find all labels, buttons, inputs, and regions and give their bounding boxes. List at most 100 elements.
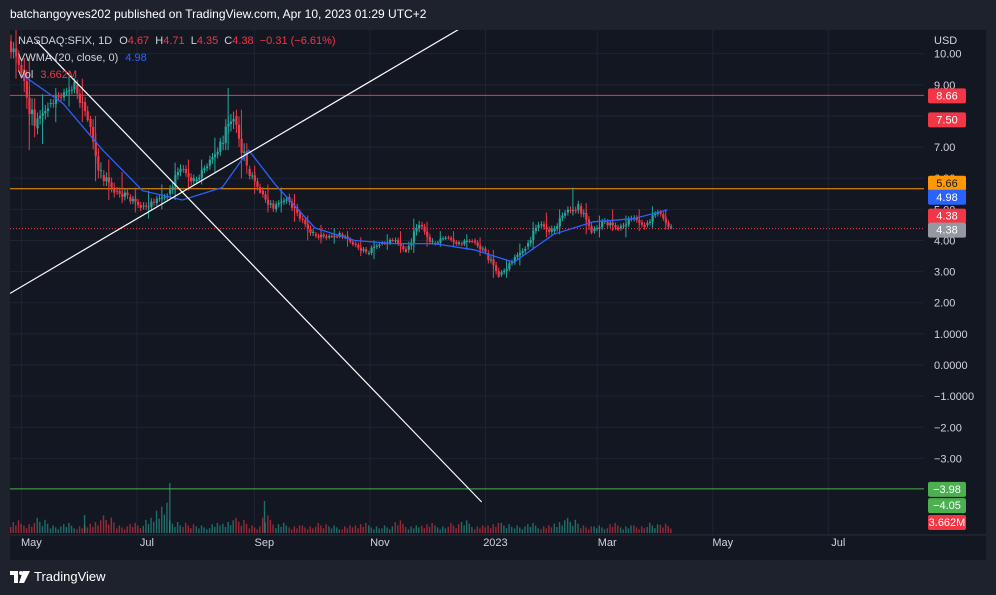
volume-bar — [362, 526, 364, 533]
y-tick-label: 7.00 — [934, 142, 955, 154]
candle-body — [627, 218, 630, 225]
volume-bar — [428, 526, 431, 533]
candle-body — [179, 168, 182, 172]
vwma-label: VWMA (20, close, 0) — [18, 52, 119, 64]
volume-bar — [214, 526, 216, 533]
candle-body — [190, 177, 193, 182]
volume-bar — [529, 526, 532, 533]
candle-body — [580, 206, 583, 214]
chart-area[interactable]: USD10.009.008.007.006.005.004.003.002.00… — [9, 22, 986, 560]
volume-bar — [418, 527, 420, 533]
candle-body — [534, 227, 538, 231]
volume-bar — [123, 529, 126, 533]
volume-bar — [580, 528, 582, 533]
volume-bar — [312, 528, 314, 533]
volume-bar — [113, 522, 115, 533]
volume-bar — [532, 522, 534, 533]
volume-bar — [198, 528, 200, 533]
candle-body — [548, 229, 551, 232]
volume-bar — [33, 522, 36, 533]
legend-volume: Vol 3.662M — [18, 69, 77, 81]
volume-bar — [365, 522, 367, 533]
candle-body — [335, 236, 339, 238]
candle-body — [163, 196, 166, 198]
candle-body — [275, 204, 278, 210]
volume-bar — [304, 527, 306, 533]
volume-bar — [328, 526, 330, 533]
x-tick-label: Jul — [140, 537, 154, 549]
volume-bar — [569, 521, 571, 533]
candle-body — [662, 214, 665, 219]
volume-bar — [508, 524, 510, 533]
candle-body — [298, 212, 301, 219]
volume-bar — [243, 519, 245, 533]
y-tick-label: −2.00 — [934, 422, 962, 434]
volume-bar — [633, 525, 635, 533]
volume-bar — [176, 522, 179, 533]
volume-bar — [553, 523, 556, 533]
volume-bar — [603, 529, 606, 533]
candle-body — [92, 126, 95, 142]
candle-body — [487, 252, 490, 261]
candle-body — [243, 151, 246, 153]
volume-bar — [664, 523, 667, 533]
volume-bar — [166, 502, 168, 533]
volume-bar — [261, 517, 264, 533]
volume-bar — [455, 528, 457, 533]
volume-bar — [534, 525, 537, 533]
volume-bar — [203, 527, 205, 533]
open-value: 4.67 — [127, 35, 150, 47]
volume-bar — [662, 527, 664, 533]
volume-bar — [46, 523, 49, 533]
candle-body — [176, 171, 180, 176]
volume-bar — [442, 526, 444, 533]
volume-bar — [219, 525, 221, 533]
volume-bar — [285, 525, 287, 533]
candle-body — [99, 170, 103, 172]
change-value: −0.31 (−6.61%) — [259, 35, 336, 47]
volume-bar — [659, 524, 662, 533]
candle-body — [556, 226, 559, 229]
price-label-text: 4.38 — [936, 211, 957, 223]
close-value: 4.38 — [232, 35, 254, 47]
volume-bar — [524, 526, 526, 533]
volume-bar — [548, 525, 550, 533]
volume-bar — [646, 526, 648, 533]
volume-bar — [267, 515, 269, 533]
volume-bar — [211, 524, 213, 533]
candle-body — [256, 181, 259, 188]
price-chart[interactable]: USD10.009.008.007.006.005.004.003.002.00… — [9, 22, 986, 560]
price-label-text: 4.38 — [936, 225, 957, 237]
candle-body — [296, 207, 299, 213]
candle-body — [441, 238, 445, 240]
ascending-trendline — [9, 22, 471, 294]
candle-body — [192, 178, 195, 182]
volume-bar — [179, 525, 181, 533]
candle-body — [152, 201, 156, 203]
candle-body — [471, 241, 474, 243]
vwma-line — [22, 74, 668, 264]
tradingview-logo[interactable]: TradingView — [10, 569, 106, 584]
candle-body — [566, 209, 569, 213]
candle-body — [643, 224, 646, 228]
volume-bar — [412, 528, 415, 533]
volume-bar — [351, 527, 354, 533]
volume-bar — [593, 526, 595, 533]
candle-body — [489, 259, 493, 261]
candle-body — [388, 239, 392, 244]
volume-bar — [622, 529, 624, 533]
volume-bar — [301, 525, 304, 533]
candle-body — [83, 102, 87, 112]
volume-bar — [333, 525, 335, 533]
candle-body — [563, 213, 567, 216]
candle-body — [261, 190, 265, 195]
candle-body — [463, 240, 466, 245]
candle-body — [258, 187, 262, 193]
volume-bar — [564, 520, 566, 533]
candle-body — [277, 203, 280, 205]
volume-bar — [259, 526, 261, 533]
volume-bar — [102, 515, 105, 533]
candle-body — [357, 244, 360, 248]
volume-bar — [222, 523, 224, 533]
candle-body — [322, 234, 325, 237]
